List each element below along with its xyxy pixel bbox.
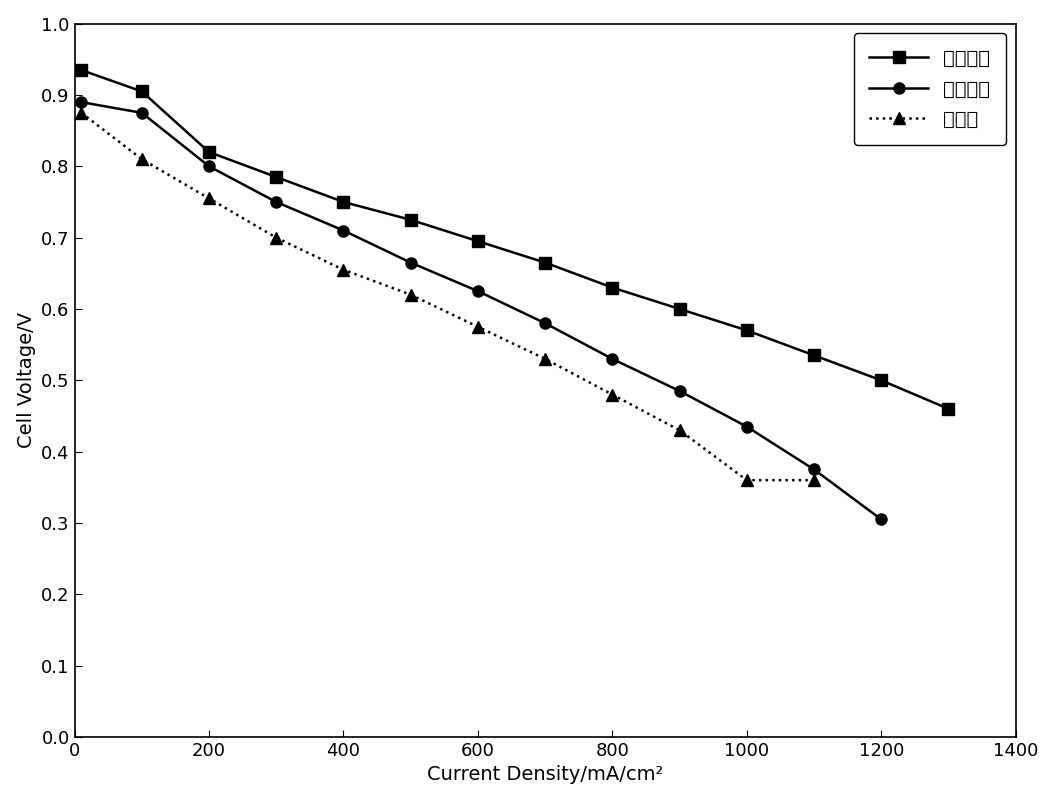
Legend: 增湿条件, 阳极增湿, 不增湿: 增湿条件, 阳极增湿, 不增湿 (853, 34, 1005, 145)
X-axis label: Current Density/mA/cm²: Current Density/mA/cm² (427, 765, 664, 784)
Y-axis label: Cell Voltage/V: Cell Voltage/V (17, 312, 36, 449)
